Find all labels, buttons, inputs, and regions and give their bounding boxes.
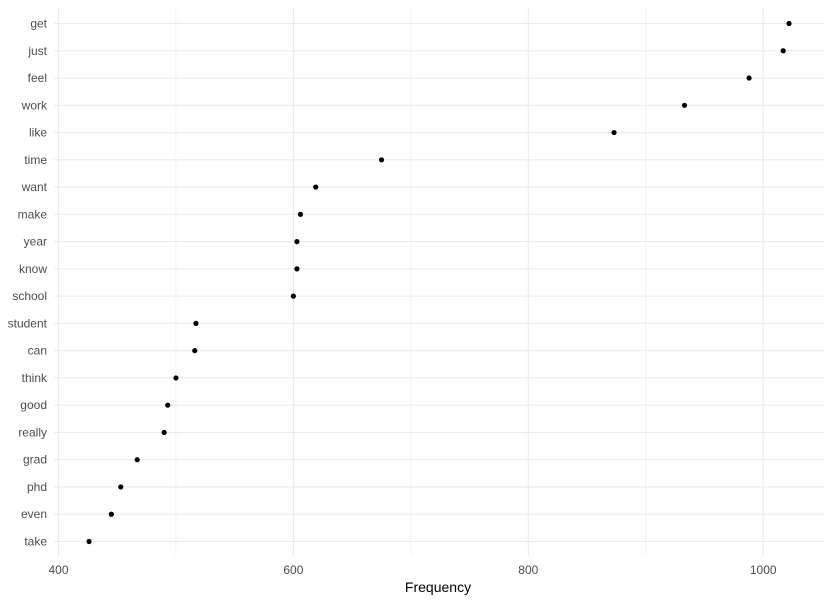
data-point xyxy=(192,348,198,354)
data-point xyxy=(86,538,92,545)
data-point xyxy=(746,75,752,81)
category-label: know xyxy=(19,262,47,276)
category-label: feel xyxy=(28,71,47,85)
category-label: get xyxy=(30,17,47,31)
data-point xyxy=(297,211,304,217)
data-point xyxy=(294,239,300,245)
data-point xyxy=(786,20,792,27)
category-label: work xyxy=(21,98,48,112)
category-label: just xyxy=(27,44,47,58)
data-point xyxy=(173,375,179,381)
x-axis-title: Frequency xyxy=(405,579,471,595)
category-label: time xyxy=(24,153,47,167)
data-point xyxy=(161,429,167,436)
category-label: grad xyxy=(23,453,47,467)
data-point xyxy=(780,48,786,54)
category-label: really xyxy=(18,425,47,439)
x-tick-labels: 400 600 800 1000 xyxy=(48,563,776,577)
category-label: year xyxy=(24,235,47,249)
x-tick-label: 800 xyxy=(518,563,538,577)
x-tick-label: 400 xyxy=(48,563,68,577)
data-point xyxy=(108,511,114,517)
category-label: think xyxy=(22,371,48,385)
data-point xyxy=(294,266,300,272)
grid-lines xyxy=(54,8,824,556)
data-point xyxy=(378,157,385,163)
category-label: want xyxy=(21,180,48,194)
category-label: make xyxy=(18,207,48,221)
data-points xyxy=(86,20,792,545)
category-label: school xyxy=(12,289,47,303)
data-point xyxy=(611,129,617,136)
data-point xyxy=(681,102,688,108)
category-label: take xyxy=(24,535,47,549)
data-point xyxy=(290,293,296,299)
data-point xyxy=(165,402,171,408)
x-tick-label: 1000 xyxy=(750,563,777,577)
category-label: student xyxy=(8,316,48,330)
category-label: can xyxy=(28,344,47,358)
category-label: good xyxy=(20,398,47,412)
category-label: even xyxy=(21,507,47,521)
data-point xyxy=(134,457,140,463)
data-point xyxy=(118,484,124,490)
category-label: phd xyxy=(27,480,47,494)
data-point xyxy=(313,184,319,190)
data-point xyxy=(193,320,199,326)
category-labels: get just feel work like time want make year know s… xyxy=(8,17,48,549)
category-label: like xyxy=(29,126,47,140)
x-tick-label: 600 xyxy=(283,563,303,577)
